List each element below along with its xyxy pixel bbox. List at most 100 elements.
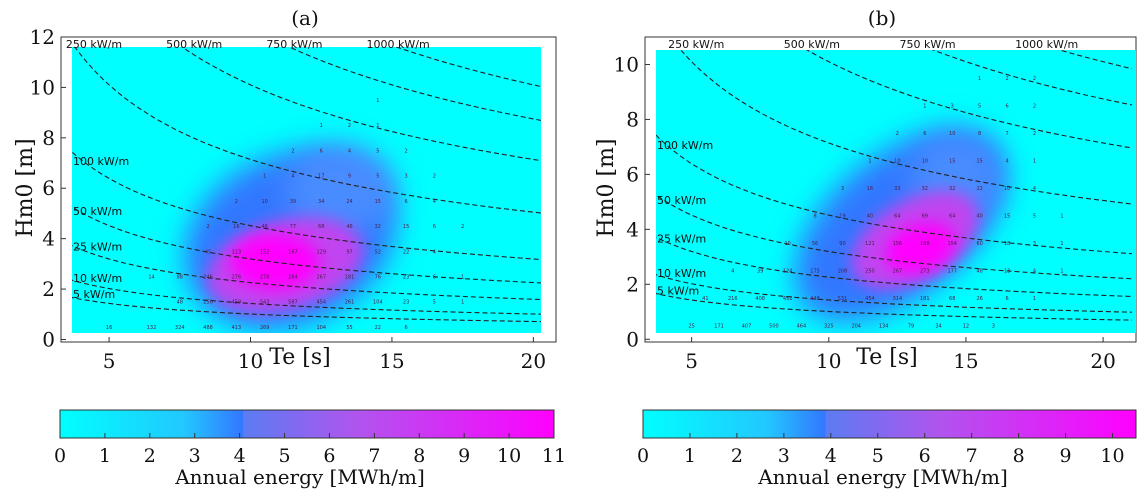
isoline-label: 500 kW/m bbox=[784, 38, 840, 51]
cell-value: 64 bbox=[894, 214, 900, 220]
x-tick-label: 20 bbox=[1090, 349, 1115, 373]
isoline-label: 5 kW/m bbox=[657, 284, 699, 297]
panel-b-y-axis-title: Hm0 [m] bbox=[594, 138, 619, 237]
y-tick-label: 4 bbox=[626, 217, 639, 241]
cell-value: 3 bbox=[951, 104, 954, 110]
isoline bbox=[72, 296, 541, 323]
cell-value: 1 bbox=[1060, 214, 1063, 220]
colorbar-tick-label: 9 bbox=[458, 445, 470, 467]
cell-value: 448 bbox=[810, 296, 820, 302]
cell-value: 104 bbox=[373, 300, 383, 306]
isoline-label: 250 kW/m bbox=[66, 38, 122, 51]
cell-value: 14 bbox=[148, 274, 154, 280]
cell-value: 1 bbox=[376, 123, 379, 129]
cell-value: 90 bbox=[839, 241, 845, 247]
panel-a-y-axis-title: Hm0 [m] bbox=[13, 138, 38, 237]
cell-value: 2 bbox=[1033, 104, 1036, 110]
cell-value: 5 bbox=[433, 300, 436, 306]
y-tick-label: 2 bbox=[42, 277, 55, 301]
cell-value: 40 bbox=[976, 214, 982, 220]
cell-value: 452 bbox=[783, 296, 793, 302]
y-tick-label: 4 bbox=[42, 227, 55, 251]
isoline-label: 5 kW/m bbox=[73, 288, 115, 301]
cell-value: 1 bbox=[649, 324, 652, 330]
cell-value: 246 bbox=[203, 274, 213, 280]
cell-value: 12 bbox=[963, 324, 969, 330]
cell-value: 6 bbox=[404, 199, 407, 205]
colorbar-tick-label: 3 bbox=[778, 445, 790, 467]
y-tick-label: 2 bbox=[626, 272, 639, 296]
isoline bbox=[72, 151, 541, 261]
cell-value: 10 bbox=[261, 199, 267, 205]
isoline bbox=[394, 47, 541, 88]
panel-a-heat-blob: 1 16 132 324 488 413 269 171 104 55 22 648 250 459 543… bbox=[72, 47, 541, 331]
panel-b-colorbar bbox=[642, 409, 1137, 439]
cell-value: 325 bbox=[824, 324, 834, 330]
y-tick-label: 10 bbox=[30, 75, 55, 99]
colorbar-tick-label: 11 bbox=[542, 445, 566, 467]
cell-value: 2 bbox=[1033, 76, 1036, 82]
isoline-label: 500 kW/m bbox=[166, 38, 222, 51]
cell-value: 22 bbox=[976, 186, 982, 192]
cell-value: 6 bbox=[404, 325, 407, 331]
cell-value: 181 bbox=[345, 274, 355, 280]
cell-value: 1 bbox=[868, 159, 871, 165]
cell-value: 188 bbox=[920, 241, 930, 247]
isoline bbox=[181, 47, 541, 162]
cell-value: 1 bbox=[1060, 269, 1063, 275]
cell-value: 1 bbox=[1033, 296, 1036, 302]
colorbar-tick-label: 7 bbox=[966, 445, 978, 467]
cell-value: 22 bbox=[375, 325, 381, 331]
colorbar-tick-label: 10 bbox=[497, 445, 521, 467]
cell-value: 152 bbox=[260, 249, 270, 255]
cell-value: 23 bbox=[403, 300, 409, 306]
cell-value: 413 bbox=[232, 325, 242, 331]
cell-value: 56 bbox=[812, 241, 818, 247]
panel-a-colorbar-ticks: 0 1 2 3 4 5 6 7 8 9 10 11 bbox=[54, 433, 566, 467]
cell-value: 167 bbox=[288, 249, 298, 255]
cell-value: 407 bbox=[742, 324, 752, 330]
panel-b-colorbar-ticks: 0 1 2 3 4 5 6 7 8 9 10 bbox=[637, 433, 1125, 467]
colorbar-tick-label: 9 bbox=[1060, 445, 1072, 467]
cell-value: 250 bbox=[203, 300, 213, 306]
cell-value: 2 bbox=[404, 148, 407, 154]
cell-value: 10 bbox=[922, 159, 928, 165]
colorbar-tick-label: 4 bbox=[825, 445, 837, 467]
cell-value: 250 bbox=[865, 269, 875, 275]
cell-value: 4 bbox=[291, 174, 294, 180]
cell-value: 55 bbox=[346, 325, 352, 331]
cell-value: 3 bbox=[841, 186, 844, 192]
isoline-label: 100 kW/m bbox=[73, 155, 129, 168]
cell-value: 459 bbox=[232, 300, 242, 306]
cell-value: 2 bbox=[291, 148, 294, 154]
cell-value: 1 bbox=[461, 300, 464, 306]
cell-value: 22 bbox=[403, 249, 409, 255]
cell-value: 154 bbox=[947, 241, 957, 247]
isoline bbox=[656, 134, 1132, 255]
cell-value: 77 bbox=[290, 224, 296, 230]
cell-value: 104 bbox=[316, 325, 326, 331]
cell-value: 32 bbox=[922, 186, 928, 192]
panel-a-colorbar bbox=[59, 409, 555, 439]
isoline bbox=[72, 245, 541, 301]
panel-b-y-ticks: 0 2 4 6 8 10 bbox=[614, 52, 650, 351]
cell-value: 216 bbox=[728, 296, 738, 302]
y-tick-label: 6 bbox=[626, 162, 639, 186]
isoline-label: 25 kW/m bbox=[73, 241, 122, 254]
cell-value: 1 bbox=[1060, 241, 1063, 247]
cell-value: 1 bbox=[320, 123, 323, 129]
x-tick-label: 15 bbox=[953, 349, 978, 373]
panel-a-isolines bbox=[72, 47, 541, 323]
cell-value: 4 bbox=[1033, 186, 1036, 192]
cell-value: 2 bbox=[235, 199, 238, 205]
cell-value: 79 bbox=[908, 324, 914, 330]
cell-value: 129 bbox=[316, 249, 326, 255]
cell-value: 10 bbox=[949, 131, 955, 137]
panel-b-heat-blob: 1 25 171 407 500 464 325 204 134 79 34 12 341 216 408 4… bbox=[649, 50, 1133, 330]
isoline bbox=[74, 47, 541, 214]
isoline-label: 50 kW/m bbox=[73, 205, 122, 218]
cell-value: 454 bbox=[316, 300, 326, 306]
panel-a-colorbar-title: Annual energy [MWh/m] bbox=[174, 465, 425, 489]
isoline bbox=[287, 47, 541, 121]
cell-value: 4 bbox=[348, 148, 351, 154]
